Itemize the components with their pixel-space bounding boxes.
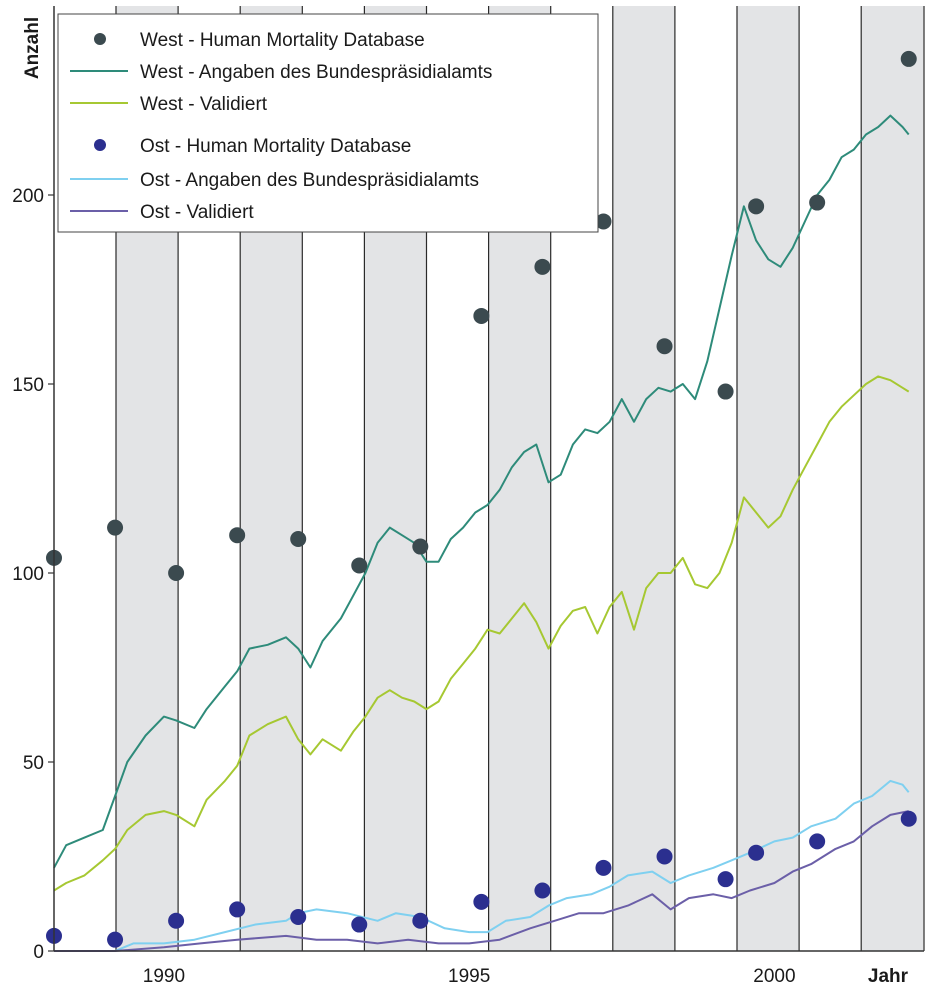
legend-box: [57, 13, 599, 233]
series-points: [46, 50, 917, 948]
series-point-3: [534, 882, 551, 899]
series-point-3: [412, 912, 429, 929]
series-point-0: [229, 527, 246, 544]
series-point-0: [717, 383, 734, 400]
legend-marker-west-hmd: [94, 33, 106, 45]
series-line-4: [54, 779, 910, 952]
series-point-3: [290, 908, 307, 925]
series-point-0: [168, 565, 185, 581]
series-line-5: [54, 810, 909, 952]
series-point-3: [107, 931, 124, 948]
y-tick-label: 50: [23, 753, 44, 774]
series-point-3: [656, 848, 673, 865]
series-point-3: [229, 901, 246, 918]
series-line-2: [53, 375, 910, 892]
legend-label-west-bpa: West - Angaben des Bundespräsidialamts: [140, 62, 492, 83]
legend: West - Human Mortality Database West - A…: [57, 13, 599, 233]
legend-label-west-hmd: West - Human Mortality Database: [140, 30, 425, 51]
legend-label-ost-bpa: Ost - Angaben des Bundespräsidialamts: [140, 170, 479, 191]
series-point-0: [290, 530, 307, 547]
x-tick-label: 1990: [143, 966, 185, 987]
x-tick-label: 2000: [753, 966, 795, 987]
y-axis-title: Anzahl: [22, 17, 43, 79]
series-point-0: [534, 258, 551, 275]
y-tick-label: 0: [33, 942, 44, 963]
legend-label-west-valid: West - Validiert: [140, 94, 268, 115]
series-point-3: [351, 916, 368, 933]
legend-marker-ost-hmd: [94, 139, 106, 151]
series-point-3: [595, 859, 612, 876]
series-point-3: [748, 844, 765, 861]
x-axis-title: Jahr: [868, 966, 909, 987]
background-band: [612, 6, 675, 951]
series-point-0: [656, 338, 673, 355]
series-point-3: [900, 810, 917, 827]
y-tick-label: 100: [12, 564, 44, 585]
series-point-0: [900, 50, 917, 67]
series-point-3: [473, 893, 490, 910]
series-line-1: [53, 114, 910, 869]
series-point-3: [168, 912, 185, 929]
legend-item-west-hmd: West - Human Mortality Database: [94, 30, 425, 51]
y-tick-label: 200: [12, 186, 44, 207]
y-axis-ticks: 0 50 100 150 200: [12, 186, 54, 963]
legend-item-ost-bpa: Ost - Angaben des Bundespräsidialamts: [70, 170, 479, 191]
series-point-3: [717, 871, 734, 888]
y-tick-label: 150: [12, 375, 44, 396]
series-point-0: [595, 213, 612, 230]
legend-item-ost-hmd: Ost - Human Mortality Database: [94, 136, 411, 157]
series-point-0: [351, 557, 368, 574]
background-band: [737, 6, 800, 951]
series-lines: [53, 114, 910, 952]
legend-label-ost-valid: Ost - Validiert: [140, 202, 254, 223]
x-axis-ticks: 1990 1995 2000: [143, 966, 796, 987]
series-point-0: [809, 194, 826, 211]
legend-label-ost-hmd: Ost - Human Mortality Database: [140, 136, 411, 157]
series-point-0: [748, 198, 765, 215]
series-point-0: [473, 307, 490, 324]
series-point-0: [107, 519, 124, 536]
x-tick-label: 1995: [448, 966, 490, 987]
legend-item-ost-valid: Ost - Validiert: [70, 202, 254, 223]
series-point-3: [809, 833, 826, 850]
series-point-0: [412, 538, 429, 555]
background-band: [861, 6, 924, 951]
legend-item-west-bpa: West - Angaben des Bundespräsidialamts: [70, 62, 492, 83]
legend-item-west-valid: West - Validiert: [70, 94, 268, 115]
